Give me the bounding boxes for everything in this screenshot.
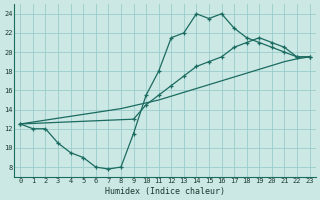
X-axis label: Humidex (Indice chaleur): Humidex (Indice chaleur) [105,187,225,196]
